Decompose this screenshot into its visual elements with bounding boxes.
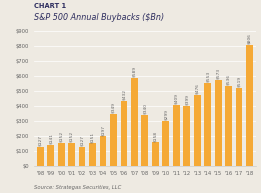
Text: $806: $806 [247,33,252,44]
Text: CHART 1: CHART 1 [34,3,66,9]
Text: S&P 500 Annual Buybacks ($Bn): S&P 500 Annual Buybacks ($Bn) [34,13,164,22]
Text: Source: Strategas Securities, LLC: Source: Strategas Securities, LLC [34,185,121,190]
Text: $476: $476 [195,83,199,94]
Text: $432: $432 [122,89,126,100]
Bar [194,95,201,166]
Text: $158: $158 [153,130,157,141]
Bar [204,83,211,166]
Bar [121,101,127,166]
Text: $340: $340 [143,103,147,114]
Text: $573: $573 [216,68,220,79]
Text: $536: $536 [227,74,230,85]
Bar [225,85,232,166]
Bar [47,145,54,166]
Bar [110,114,117,166]
Bar [89,143,96,166]
Text: $141: $141 [49,133,53,144]
Bar [79,147,85,166]
Bar [183,106,190,166]
Bar [236,88,242,166]
Bar [141,115,148,166]
Bar [37,147,44,166]
Text: $127: $127 [80,135,84,146]
Bar [246,45,253,166]
Bar [131,78,138,166]
Text: $197: $197 [101,125,105,136]
Text: $399: $399 [185,94,189,105]
Bar [58,143,64,166]
Text: $127: $127 [38,135,42,146]
Text: $409: $409 [174,93,178,104]
Text: $152: $152 [59,131,63,142]
Text: $349: $349 [111,102,115,113]
Text: $553: $553 [206,71,210,82]
Text: $589: $589 [132,66,137,77]
Bar [215,80,222,166]
Bar [162,121,169,166]
Text: $151: $151 [91,131,94,143]
Bar [173,105,180,166]
Bar [68,143,75,166]
Text: $152: $152 [70,131,74,142]
Text: $519: $519 [237,76,241,87]
Bar [100,136,106,166]
Bar [152,142,159,166]
Text: $299: $299 [164,109,168,120]
